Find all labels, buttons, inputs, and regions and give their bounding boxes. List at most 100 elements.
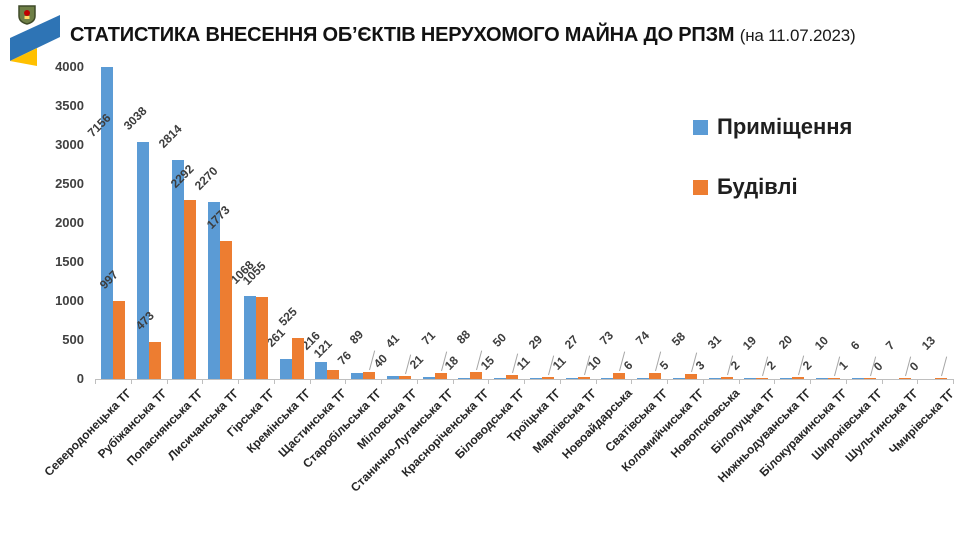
- tick-mark: [774, 379, 776, 384]
- legend-item: Будівлі: [693, 176, 852, 198]
- legend-label: Приміщення: [717, 114, 853, 139]
- tick-mark: [452, 379, 454, 384]
- y-axis-label: 4000: [55, 59, 84, 74]
- tick-mark: [416, 379, 418, 384]
- data-label: 20: [775, 332, 796, 353]
- bar-budivli: [184, 200, 197, 379]
- legend-swatch-icon: [693, 179, 708, 195]
- bar-primishchennia: [386, 375, 399, 379]
- tick-mark: [309, 379, 311, 384]
- bar-budivli: [792, 377, 805, 379]
- data-label: 89: [346, 327, 367, 347]
- bar-budivli: [255, 296, 268, 379]
- legend-label: Будівлі: [717, 174, 798, 199]
- tick-mark: [273, 379, 275, 384]
- data-label: 76: [334, 348, 355, 368]
- data-label: 58: [668, 329, 689, 350]
- bar-budivli: [577, 376, 590, 379]
- data-label: 6: [847, 338, 863, 353]
- bar-budivli: [470, 372, 483, 379]
- tick-mark: [524, 379, 525, 384]
- bar-budivli: [220, 240, 233, 379]
- bar-primishchennia: [458, 377, 471, 379]
- bar-primishchennia: [422, 377, 435, 379]
- y-axis-label: 3000: [55, 137, 84, 152]
- bar-primishchennia: [351, 373, 364, 379]
- y-axis-label: 2000: [55, 215, 84, 230]
- tick-mark: [738, 379, 740, 384]
- tick-mark: [95, 379, 96, 384]
- bar-budivli: [363, 372, 376, 379]
- tick-mark: [845, 379, 847, 384]
- data-label: 74: [632, 328, 653, 348]
- data-label: 50: [489, 330, 510, 350]
- tick-mark: [488, 379, 490, 384]
- tick-mark: [810, 379, 811, 384]
- region-logo-icon: [10, 5, 60, 66]
- bar-primishchennia: [208, 201, 221, 379]
- tick-mark: [130, 379, 132, 384]
- bar-primishchennia: [708, 378, 721, 379]
- bar-budivli: [720, 376, 733, 379]
- page-title: СТАТИСТИКА ВНЕСЕННЯ ОБ’ЄКТІВ НЕРУХОМОГО …: [70, 24, 856, 47]
- y-axis-label: 3500: [55, 98, 84, 113]
- bar-budivli: [398, 375, 411, 379]
- data-label: 7: [883, 338, 898, 353]
- bar-budivli: [148, 342, 161, 379]
- bar-primishchennia: [851, 378, 864, 379]
- tick-mark: [667, 379, 668, 384]
- data-label: 6: [620, 358, 636, 373]
- tick-mark: [953, 379, 954, 384]
- bar-primishchennia: [529, 378, 542, 379]
- tick-mark: [345, 379, 347, 384]
- bar-primishchennia: [494, 377, 507, 379]
- tick-mark: [381, 379, 382, 384]
- tick-mark: [702, 379, 704, 384]
- tick-mark: [238, 379, 239, 384]
- bar-primishchennia: [744, 378, 757, 379]
- bar-budivli: [935, 377, 948, 379]
- data-label: 29: [525, 332, 546, 352]
- bar-primishchennia: [243, 295, 256, 379]
- bar-primishchennia: [100, 67, 113, 379]
- bar-primishchennia: [172, 159, 185, 379]
- y-axis-label: 2500: [55, 176, 84, 191]
- bar-budivli: [863, 378, 876, 379]
- tick-mark: [595, 379, 597, 384]
- data-label: 10: [811, 333, 832, 353]
- data-label: 525: [275, 304, 300, 329]
- data-label: 13: [918, 333, 939, 353]
- bar-primishchennia: [815, 378, 828, 379]
- bar-primishchennia: [780, 378, 793, 379]
- chart-legend: Приміщення Будівлі: [693, 116, 852, 198]
- data-label: 3038: [120, 103, 150, 133]
- data-label: 5: [656, 358, 672, 373]
- title-date: (на 11.07.2023): [739, 25, 856, 45]
- bar-budivli: [649, 373, 662, 379]
- x-axis-label: Чмирівська ТГ: [885, 386, 958, 458]
- legend-item: Приміщення: [693, 116, 852, 138]
- tick-mark: [202, 379, 204, 384]
- data-label: 19: [740, 332, 760, 353]
- bar-primishchennia: [672, 378, 685, 379]
- bar-primishchennia: [315, 362, 328, 379]
- bar-budivli: [684, 374, 697, 379]
- bar-primishchennia: [279, 358, 292, 379]
- legend-swatch-icon: [693, 119, 708, 135]
- bar-budivli: [506, 375, 519, 379]
- bar-primishchennia: [136, 142, 149, 379]
- bar-budivli: [327, 369, 340, 379]
- bar-primishchennia: [637, 378, 650, 379]
- y-axis-label: 500: [62, 332, 84, 347]
- leader-line: [941, 356, 948, 377]
- data-label: 2270: [191, 163, 221, 193]
- bar-budivli: [291, 338, 304, 379]
- data-label: 3: [692, 358, 708, 373]
- y-axis-label: 1500: [55, 254, 84, 269]
- bar-budivli: [756, 377, 769, 379]
- tick-mark: [917, 379, 919, 384]
- bar-budivli: [434, 373, 447, 379]
- bar-budivli: [541, 376, 554, 379]
- bar-primishchennia: [601, 378, 614, 379]
